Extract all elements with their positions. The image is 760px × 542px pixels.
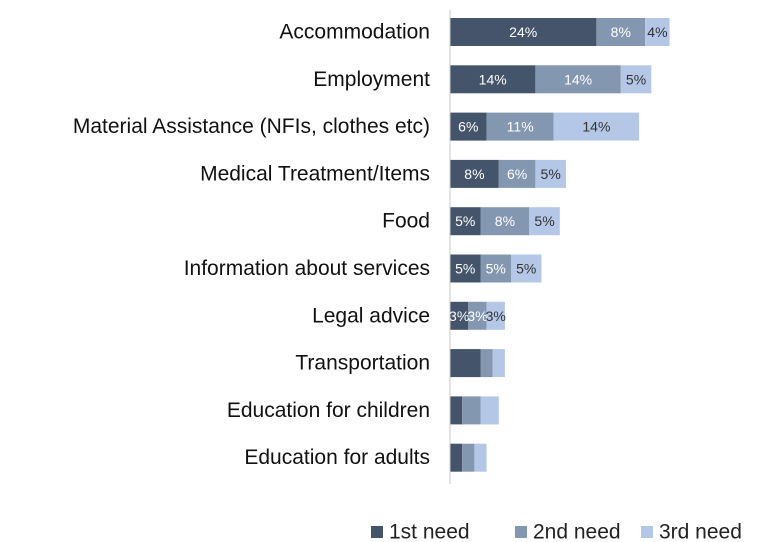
- bar-series: 24% 8% 4% 14% 14% 5% 6% 11% 14% 8% 6% 5% 5% 8% 5% 5% 5% 5…: [449, 18, 670, 472]
- bar-2nd-need-transportation: [480, 349, 493, 378]
- data-label-2nd-need-material-assistance-nfis-clothes-etc: 11%: [507, 119, 534, 135]
- legend-label-3rd-need: 3rd need: [659, 521, 742, 542]
- bar-1st-need-food: [450, 207, 481, 236]
- data-label-2nd-need-employment: 14%: [564, 71, 592, 87]
- category-label-employment: Employment: [313, 68, 430, 91]
- data-label-3rd-need-information-about-services: 5%: [516, 261, 536, 277]
- legend-label-1st-need: 1st need: [389, 521, 470, 542]
- bar-3rd-need-medical-treatment-items: [535, 159, 566, 188]
- data-label-2nd-need-legal-advice: 3%: [467, 308, 487, 324]
- data-label-3rd-need-medical-treatment-items: 5%: [541, 166, 561, 182]
- data-label-2nd-need-accommodation: 8%: [611, 24, 631, 40]
- bar-2nd-need-education-for-children: [462, 396, 481, 425]
- bar-2nd-need-accommodation: [596, 18, 646, 46]
- data-label-2nd-need-food: 8%: [495, 213, 515, 229]
- data-label-1st-need-food: 5%: [455, 213, 475, 229]
- bar-1st-need-education-for-children: [450, 396, 463, 425]
- bar-1st-need-medical-treatment-items: [450, 159, 499, 188]
- bar-2nd-need-information-about-services: [480, 254, 511, 283]
- bar-2nd-need-employment: [535, 65, 621, 94]
- data-label-3rd-need-accommodation: 4%: [647, 24, 667, 40]
- bar-3rd-need-accommodation: [645, 18, 670, 46]
- bar-2nd-need-education-for-adults: [462, 443, 475, 472]
- bar-3rd-need-transportation: [492, 349, 505, 378]
- bar-3rd-need-education-for-adults: [474, 443, 487, 472]
- bar-3rd-need-legal-advice: [486, 301, 505, 330]
- bar-2nd-need-material-assistance-nfis-clothes-etc: [486, 112, 554, 141]
- bar-1st-need-legal-advice: [450, 301, 469, 330]
- category-label-information-about-services: Information about services: [184, 257, 430, 280]
- data-label-3rd-need-food: 5%: [534, 213, 554, 229]
- bar-3rd-need-education-for-children: [480, 396, 499, 425]
- bar-2nd-need-food: [480, 207, 530, 236]
- category-labels: Accommodation Employment Material Assistan…: [73, 21, 430, 470]
- data-label-2nd-need-information-about-services: 5%: [486, 261, 506, 277]
- bar-1st-need-material-assistance-nfis-clothes-etc: [450, 112, 487, 141]
- legend: 1st need 2nd need 3rd need: [371, 521, 742, 542]
- bar-1st-need-information-about-services: [450, 254, 481, 283]
- bar-1st-need-employment: [450, 65, 536, 94]
- bar-1st-need-accommodation: [450, 18, 597, 46]
- category-label-food: Food: [382, 210, 430, 233]
- data-label-2nd-need-medical-treatment-items: 6%: [507, 166, 527, 182]
- bar-3rd-need-food: [529, 207, 560, 236]
- data-label-3rd-need-legal-advice: 3%: [486, 308, 506, 324]
- data-label-3rd-need-employment: 5%: [626, 71, 646, 87]
- category-label-transportation: Transportation: [295, 352, 430, 375]
- bar-3rd-need-information-about-services: [511, 254, 542, 283]
- legend-swatch-1st-need: [371, 526, 383, 538]
- data-label-1st-need-employment: 14%: [479, 71, 507, 87]
- data-label-3rd-need-material-assistance-nfis-clothes-etc: 14%: [582, 119, 610, 135]
- data-label-1st-need-accommodation: 24%: [509, 24, 537, 40]
- data-label-1st-need-legal-advice: 3%: [449, 308, 469, 324]
- category-label-legal-advice: Legal advice: [312, 304, 430, 327]
- category-label-material-assistance-nfis-clothes-etc: Material Assistance (NFIs, clothes etc): [73, 115, 430, 138]
- legend-label-2nd-need: 2nd need: [533, 521, 621, 542]
- data-label-1st-need-information-about-services: 5%: [455, 261, 475, 277]
- bar-1st-need-transportation: [450, 349, 481, 378]
- category-label-education-for-children: Education for children: [227, 399, 430, 422]
- bar-3rd-need-material-assistance-nfis-clothes-etc: [553, 112, 640, 141]
- bar-3rd-need-employment: [620, 65, 652, 94]
- category-label-accommodation: Accommodation: [279, 21, 430, 44]
- bar-2nd-need-legal-advice: [468, 301, 487, 330]
- data-label-1st-need-material-assistance-nfis-clothes-etc: 6%: [458, 119, 478, 135]
- legend-swatch-3rd-need: [641, 526, 653, 538]
- data-label-1st-need-medical-treatment-items: 8%: [464, 166, 484, 182]
- category-label-education-for-adults: Education for adults: [244, 446, 430, 469]
- bar-1st-need-education-for-adults: [450, 443, 463, 472]
- bar-2nd-need-medical-treatment-items: [498, 159, 536, 188]
- category-label-medical-treatment-items: Medical Treatment/Items: [200, 162, 430, 185]
- legend-swatch-2nd-need: [515, 526, 527, 538]
